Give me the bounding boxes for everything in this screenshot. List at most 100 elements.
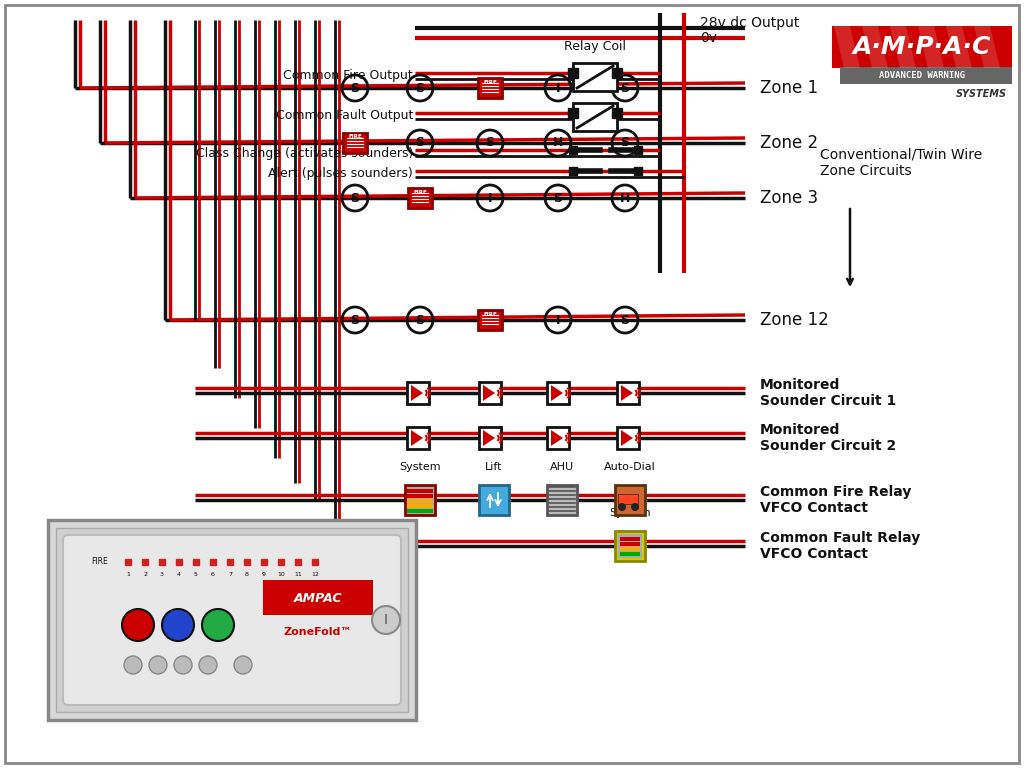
- Circle shape: [162, 609, 194, 641]
- Text: S: S: [416, 137, 425, 150]
- Circle shape: [122, 609, 154, 641]
- Text: I: I: [384, 613, 388, 627]
- Circle shape: [174, 656, 193, 674]
- Bar: [48, 520, 416, 720]
- Text: S: S: [554, 191, 562, 204]
- Text: 3: 3: [160, 571, 164, 577]
- Text: 2: 2: [143, 571, 147, 577]
- Bar: [620, 552, 640, 556]
- Text: S: S: [416, 313, 425, 326]
- Bar: [617, 382, 639, 404]
- Bar: [620, 547, 640, 551]
- Polygon shape: [411, 430, 423, 446]
- Bar: [407, 494, 433, 498]
- Text: FIRE: FIRE: [348, 134, 361, 140]
- Text: Zone 3: Zone 3: [760, 189, 818, 207]
- Text: 0v: 0v: [700, 31, 717, 45]
- Text: 12: 12: [311, 571, 318, 577]
- Text: Lift: Lift: [485, 462, 503, 472]
- Polygon shape: [946, 26, 972, 68]
- Text: 5: 5: [195, 571, 198, 577]
- Text: Relay Coil: Relay Coil: [564, 40, 626, 53]
- Bar: [840, 67, 1012, 84]
- Circle shape: [372, 606, 400, 634]
- Text: S: S: [350, 81, 359, 94]
- Bar: [547, 382, 569, 404]
- Text: System: System: [399, 462, 440, 472]
- Text: Zone 12: Zone 12: [760, 311, 828, 329]
- Circle shape: [150, 656, 167, 674]
- Bar: [478, 78, 502, 98]
- Bar: [479, 485, 509, 515]
- Text: Common Fire Relay
VFCO Contact: Common Fire Relay VFCO Contact: [760, 485, 911, 515]
- Text: S: S: [350, 191, 359, 204]
- Circle shape: [202, 609, 234, 641]
- Text: Common Fault Output: Common Fault Output: [275, 110, 413, 123]
- Text: 11: 11: [294, 571, 302, 577]
- Text: FIRE: FIRE: [483, 80, 497, 84]
- Text: I: I: [487, 191, 493, 204]
- Bar: [56, 528, 408, 712]
- Circle shape: [124, 656, 142, 674]
- Circle shape: [199, 656, 217, 674]
- Text: AHU: AHU: [550, 462, 574, 472]
- Polygon shape: [483, 385, 495, 401]
- Text: FIRE: FIRE: [91, 558, 108, 567]
- Bar: [407, 509, 433, 513]
- Text: System: System: [609, 508, 651, 518]
- Polygon shape: [862, 26, 888, 68]
- Polygon shape: [621, 385, 633, 401]
- Text: SYSTEMS: SYSTEMS: [956, 89, 1007, 99]
- Text: Common Fault Relay
VFCO Contact: Common Fault Relay VFCO Contact: [760, 531, 921, 561]
- Text: Alert (pulses sounders): Alert (pulses sounders): [268, 167, 413, 180]
- Polygon shape: [918, 26, 944, 68]
- Text: Auto-Dial: Auto-Dial: [604, 462, 656, 472]
- Bar: [547, 485, 577, 515]
- Text: I: I: [556, 81, 560, 94]
- Text: Class Change (activates sounders): Class Change (activates sounders): [196, 147, 413, 160]
- Text: FIRE: FIRE: [483, 312, 497, 316]
- Polygon shape: [551, 385, 563, 401]
- Bar: [407, 382, 429, 404]
- Text: ZoneFold™: ZoneFold™: [284, 627, 352, 637]
- Bar: [407, 504, 433, 508]
- Text: 1: 1: [126, 571, 130, 577]
- Bar: [573, 103, 617, 131]
- Text: FIRE: FIRE: [413, 190, 427, 194]
- Bar: [479, 427, 501, 449]
- Text: S: S: [621, 313, 630, 326]
- Bar: [573, 63, 617, 91]
- Polygon shape: [483, 430, 495, 446]
- Polygon shape: [890, 26, 916, 68]
- Text: I: I: [556, 313, 560, 326]
- Bar: [478, 310, 502, 330]
- Text: H: H: [620, 191, 630, 204]
- Text: 9: 9: [262, 571, 266, 577]
- Text: Monitored
Sounder Circuit 2: Monitored Sounder Circuit 2: [760, 423, 896, 453]
- Bar: [408, 188, 432, 208]
- Text: H: H: [553, 137, 563, 150]
- Text: 28v dc Output: 28v dc Output: [700, 16, 800, 30]
- Text: S: S: [621, 81, 630, 94]
- Bar: [407, 489, 433, 493]
- Text: 7: 7: [228, 571, 232, 577]
- Polygon shape: [621, 430, 633, 446]
- Polygon shape: [834, 26, 860, 68]
- Text: Common Fire Output: Common Fire Output: [284, 69, 413, 82]
- Text: S: S: [416, 81, 425, 94]
- Bar: [479, 382, 501, 404]
- Bar: [617, 427, 639, 449]
- Bar: [407, 427, 429, 449]
- Circle shape: [234, 656, 252, 674]
- Text: Monitored
Sounder Circuit 1: Monitored Sounder Circuit 1: [760, 378, 896, 408]
- Text: Zone 1: Zone 1: [760, 79, 818, 97]
- Circle shape: [618, 503, 626, 511]
- Bar: [263, 580, 373, 615]
- Circle shape: [631, 503, 639, 511]
- Bar: [618, 534, 642, 558]
- Text: AMPAC: AMPAC: [294, 591, 342, 604]
- Bar: [615, 485, 645, 515]
- Text: 4: 4: [177, 571, 181, 577]
- Polygon shape: [551, 430, 563, 446]
- Text: Conventional/Twin Wire
Zone Circuits: Conventional/Twin Wire Zone Circuits: [820, 148, 982, 178]
